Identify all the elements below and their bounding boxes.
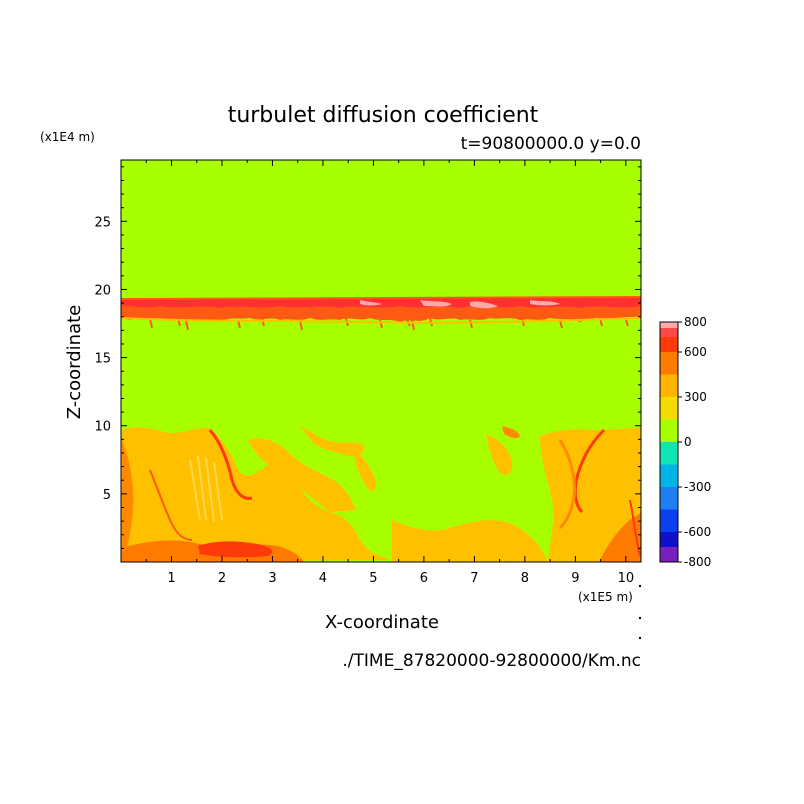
y-tick-label: 10	[94, 420, 111, 435]
lower-middle-patches	[300, 426, 548, 562]
upper-band-yellow-edge	[121, 317, 641, 324]
colorbar-level	[660, 442, 678, 465]
right-plume-red-arc	[573, 428, 606, 514]
colorbar-level	[660, 374, 678, 397]
colorbar-tick-label: -800	[684, 555, 711, 569]
y-tick-label: 20	[94, 283, 111, 298]
chart-subtitle: t=90800000.0 y=0.0	[461, 134, 641, 154]
middle-patch-3	[392, 520, 548, 562]
x-axis-label: X-coordinate	[325, 612, 439, 633]
colorbar-tick-label: 800	[684, 315, 707, 329]
x-tick-label: 1	[167, 571, 175, 586]
colorbar-level	[660, 509, 678, 532]
y-tick-label: 25	[94, 215, 111, 230]
colorbar-level	[660, 419, 678, 442]
middle-patch-1	[300, 426, 365, 457]
colorbar-level	[660, 352, 678, 375]
x-tick-label: 2	[218, 571, 226, 586]
colorbar: 800 600 300 0 -300 -600 -800	[659, 315, 711, 569]
left-plume-red-arc-2	[149, 469, 193, 541]
left-plume-red-streak	[198, 541, 273, 558]
colorbar-tick-label: 300	[684, 390, 707, 404]
marker-dots	[639, 585, 641, 639]
y-tick-label: 5	[103, 488, 111, 503]
left-plume-yellow	[121, 427, 392, 562]
x-unit-label: (x1E5 m)	[578, 590, 633, 604]
middle-patch-4	[486, 434, 513, 476]
x-tick-label: 10	[618, 571, 635, 586]
y-tick-label: 15	[94, 352, 111, 367]
colorbar-level	[660, 337, 678, 352]
y-unit-label: (x1E4 m)	[40, 130, 95, 144]
left-plume-light-streaks	[189, 455, 223, 523]
right-plume-red-edge	[629, 499, 641, 557]
colorbar-level	[660, 322, 678, 328]
x-tick-label: 8	[521, 571, 529, 586]
colorbar-tick-label: 0	[684, 435, 692, 449]
colorbar-tick-label: -300	[684, 480, 711, 494]
upper-band-red	[121, 298, 641, 308]
plot-frame	[120, 159, 642, 563]
x-tick-label: 7	[470, 571, 478, 586]
chart-title: turbulet diffusion coefficient	[228, 103, 539, 128]
x-tick-label: 3	[268, 571, 276, 586]
x-tick-label: 6	[420, 571, 428, 586]
middle-patch-2	[354, 450, 377, 491]
upper-band	[121, 296, 641, 331]
colorbar-level	[660, 487, 678, 510]
x-tick-label: 4	[319, 571, 327, 586]
lower-right-plume	[540, 428, 641, 562]
colorbar-level	[660, 397, 678, 420]
x-axis: 1 2 3 4 5 6 7 8 9 10	[145, 160, 635, 586]
right-plume-yellow	[540, 428, 641, 562]
plot-area	[121, 160, 641, 562]
file-path-label: ./TIME_87820000-92800000/Km.nc	[342, 651, 641, 671]
y-axis: 5 10 15 20 25	[94, 166, 641, 549]
x-tick-label: 5	[369, 571, 377, 586]
colorbar-level	[660, 532, 678, 547]
colorbar-level	[660, 328, 678, 337]
left-plume-yellow-2	[248, 438, 356, 512]
colorbar-level	[660, 464, 678, 487]
left-plume-orange-swirl	[121, 440, 134, 552]
colorbar-level	[660, 547, 678, 562]
right-plume-orange-base	[600, 512, 641, 562]
colorbar-tick-label: -600	[684, 525, 711, 539]
right-plume-orange-arc	[558, 439, 576, 530]
colorbar-tick-label: 600	[684, 345, 707, 359]
lower-left-plume	[121, 427, 392, 562]
left-plume-red-arc	[208, 429, 253, 500]
x-tick-label: 9	[571, 571, 579, 586]
y-axis-label: Z-coordinate	[64, 305, 85, 420]
middle-patch-5	[502, 426, 520, 439]
